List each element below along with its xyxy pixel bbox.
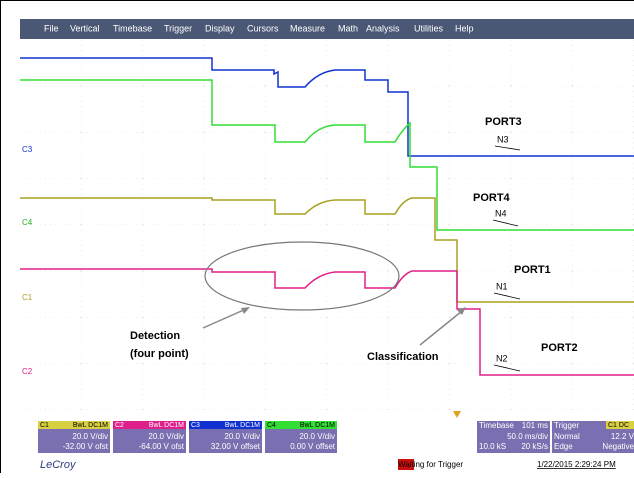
channel-name: C4: [267, 422, 276, 429]
menu-item[interactable]: Analysis: [366, 23, 400, 33]
port-label: PORT4: [473, 192, 511, 204]
vdiv: 20.0 V/div: [72, 432, 108, 441]
datetime: 1/22/2015 2:29:24 PM: [537, 460, 616, 469]
status: Waiting for Trigger: [398, 460, 463, 469]
leader: [493, 364, 521, 372]
node-label: N2: [496, 353, 508, 363]
channel-name: C1: [40, 422, 49, 429]
menu-item[interactable]: Trigger: [164, 23, 192, 33]
channel-name: C3: [191, 422, 200, 429]
box-body: [477, 421, 550, 453]
channel-marker: C4: [22, 218, 33, 227]
menu-item[interactable]: Timebase: [113, 23, 152, 33]
arrow-head: [241, 307, 250, 314]
box-header: [606, 421, 634, 429]
vdiv: 20.0 V/div: [299, 432, 335, 441]
arrow-head: [457, 307, 466, 315]
menu-bar: [20, 19, 634, 39]
brand: LeCroy: [40, 459, 77, 471]
timebase-box[interactable]: Timebase 101 ms 50.0 ms/div 10.0 kS 20 k…: [477, 421, 550, 453]
menu-item[interactable]: Math: [338, 23, 358, 33]
trace-c1: [20, 197, 634, 303]
node-label: N1: [496, 281, 508, 291]
coupling: BwL DC1M: [149, 422, 184, 429]
channel-box[interactable]: C4 BwL DC1M 20.0 V/div 0.00 V offset: [265, 421, 337, 453]
coupling: BwL DC1M: [73, 422, 108, 429]
offset: 32.00 V offset: [211, 442, 261, 451]
trace-c2: [20, 268, 634, 376]
status-indicator: [398, 459, 414, 470]
port-label: PORT1: [514, 264, 551, 276]
trigger-label: Trigger: [554, 421, 579, 430]
leader: [492, 219, 519, 227]
box-header: [189, 421, 262, 429]
menu-item[interactable]: Cursors: [247, 23, 279, 33]
grid: [20, 40, 634, 410]
annotation: Classification: [367, 351, 439, 363]
trigger-source: C1 DC: [608, 422, 629, 429]
trigger-marker: [453, 411, 461, 418]
leader: [494, 145, 521, 151]
trigger-type: Edge: [554, 442, 573, 451]
arrow: [419, 310, 463, 346]
box-header: [265, 421, 337, 429]
leader: [493, 292, 521, 300]
port-label: PORT2: [541, 342, 578, 354]
offset: 0.00 V offset: [290, 442, 336, 451]
coupling: BwL DC1M: [225, 422, 260, 429]
channel-box[interactable]: C2 BwL DC1M 20.0 V/div -64.00 V ofst: [113, 421, 186, 453]
coupling: BwL DC1M: [300, 422, 335, 429]
trigger-slope: Negative: [602, 442, 634, 451]
vdiv: 20.0 V/div: [148, 432, 184, 441]
offset: -64.00 V ofst: [139, 442, 185, 451]
offset: -32.00 V ofst: [63, 442, 109, 451]
timebase-label: Timebase: [479, 421, 514, 430]
trigger-box[interactable]: Trigger C1 DC Normal 12.2 V Edge Negativ…: [552, 421, 634, 453]
vdiv: 20.0 V/div: [224, 432, 260, 441]
annotation: Detection: [130, 330, 180, 342]
channel-box[interactable]: C3 BwL DC1M 20.0 V/div 32.00 V offset: [189, 421, 262, 453]
box-header: [38, 421, 110, 429]
arrow: [202, 308, 247, 329]
menu-item[interactable]: File: [44, 23, 59, 33]
timebase-rate: 20 kS/s: [521, 442, 548, 451]
trigger-mode: Normal: [554, 432, 580, 441]
channel-marker: C3: [22, 145, 33, 154]
channel-name: C2: [115, 422, 124, 429]
channel-marker: C2: [22, 367, 33, 376]
node-label: N4: [495, 208, 507, 218]
annotation: (four point): [130, 348, 189, 360]
menu-item[interactable]: Utilities: [414, 23, 444, 33]
detection-ellipse: [204, 241, 400, 311]
trace-c3: [20, 57, 634, 157]
node-label: N3: [497, 134, 509, 144]
box-header: [113, 421, 186, 429]
menu-item[interactable]: Help: [455, 23, 474, 33]
channel-marker: C1: [22, 293, 33, 302]
trigger-level: 12.2 V: [611, 432, 634, 441]
menu-item[interactable]: Display: [205, 23, 235, 33]
port-label: PORT3: [485, 116, 522, 128]
menu-item[interactable]: Measure: [290, 23, 325, 33]
timebase-per-div: 50.0 ms/div: [507, 432, 548, 441]
trace-c4: [20, 79, 634, 231]
menu-item[interactable]: Vertical: [70, 23, 100, 33]
timebase-delay: 101 ms: [522, 421, 548, 430]
timebase-samples: 10.0 kS: [479, 442, 506, 451]
channel-box[interactable]: C1 BwL DC1M 20.0 V/div -32.00 V ofst: [38, 421, 110, 453]
